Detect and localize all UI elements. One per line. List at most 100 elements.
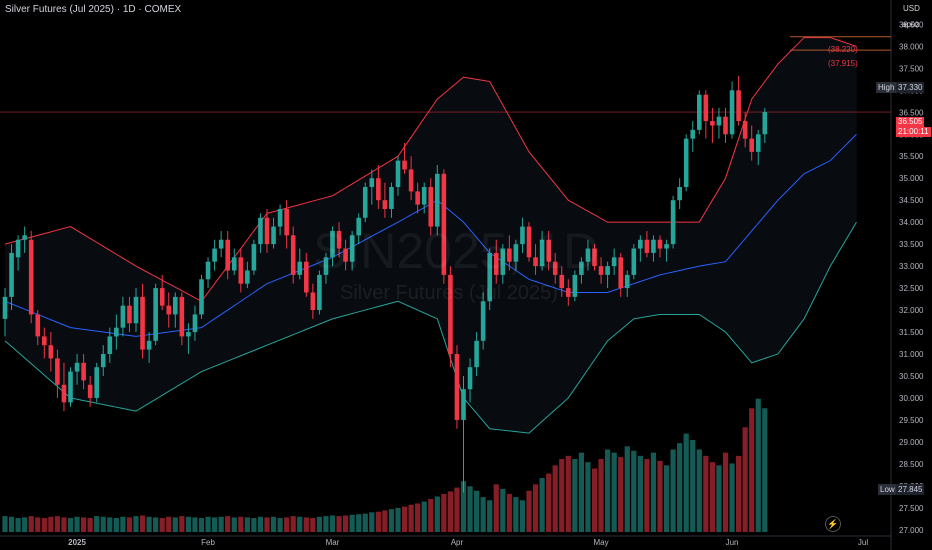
volume-bar [559, 459, 565, 532]
candle-body [186, 332, 191, 337]
volume-bar [480, 497, 486, 532]
candle-body [258, 217, 263, 245]
volume-bar [415, 503, 421, 532]
volume-bar [343, 515, 349, 532]
volume-bar [736, 455, 742, 532]
volume-bar [166, 516, 172, 532]
volume-bar [375, 511, 381, 532]
candle-body [415, 191, 420, 205]
volume-bar [428, 499, 434, 532]
currency-label[interactable]: USD [903, 4, 920, 13]
low-value: 27.845 [896, 484, 925, 495]
candle-body [166, 305, 172, 315]
time-tick-label: Apr [451, 538, 464, 547]
volume-bar [362, 513, 368, 532]
candle-body [179, 296, 185, 337]
volume-bar [81, 517, 87, 532]
volume-bar [369, 512, 375, 532]
volume-bar [139, 515, 146, 532]
volume-bar [709, 462, 715, 532]
candle-body [402, 160, 407, 170]
price-tick-label: 34.500 [899, 196, 924, 205]
candle-body [592, 248, 597, 267]
lightning-icon[interactable]: ⚡ [825, 516, 841, 532]
candle-body [755, 134, 761, 152]
volume-bar [270, 516, 277, 532]
volume-bar [591, 468, 598, 532]
unit-label[interactable]: apoz [902, 20, 920, 29]
chart-title[interactable]: Silver Futures (Jul 2025) · 1D · COMEX [5, 4, 182, 15]
price-tick-label: 33.000 [899, 262, 924, 271]
price-tick-label: 31.000 [899, 350, 924, 359]
candle-body [28, 239, 34, 315]
volume-bar [28, 516, 34, 532]
volume-bar [257, 516, 264, 532]
volume-bar [94, 516, 100, 532]
candle-body [736, 90, 741, 122]
price-tick-label: 38.500 [899, 20, 924, 29]
volume-bar [434, 496, 440, 532]
time-tick-label: Mar [326, 538, 340, 547]
candle-body [100, 354, 106, 368]
candle-body [94, 367, 99, 398]
volume-bar [2, 516, 8, 532]
candle-body [304, 261, 309, 293]
volume-bar [15, 518, 21, 532]
high-label: High [876, 82, 897, 93]
volume-bar [310, 518, 316, 532]
volume-bar [41, 518, 47, 532]
candle-body [376, 178, 381, 201]
volume-bar [290, 516, 296, 532]
volume-bar [657, 460, 663, 532]
candle-body [762, 112, 768, 135]
candle-body [68, 371, 73, 403]
volume-bar [100, 516, 106, 532]
candle-body [428, 187, 434, 227]
candle-body [539, 239, 545, 267]
volume-bar [48, 516, 54, 532]
annotation-label-2: (37.915) [828, 59, 858, 68]
candle-body [441, 173, 447, 275]
candle-body [173, 296, 178, 315]
candle-body [710, 121, 715, 126]
volume-bar [526, 490, 532, 532]
volume-bar [644, 459, 650, 532]
volume-bar [356, 514, 362, 532]
volume-bar [663, 465, 670, 532]
candle-body [127, 305, 132, 324]
candle-body [61, 384, 67, 403]
candle-body [9, 252, 14, 297]
candle-body [133, 296, 139, 324]
candle-body [493, 252, 499, 275]
candle-body [546, 239, 551, 262]
volume-bar [179, 516, 185, 532]
volume-bar [650, 452, 657, 532]
candle-body [290, 235, 296, 275]
volume-bar [113, 518, 119, 532]
price-tick-label: 29.000 [899, 438, 924, 447]
candle-body [153, 288, 158, 341]
candle-body [395, 160, 401, 188]
volume-bar [408, 504, 414, 532]
volume-bar [598, 459, 604, 532]
candle-body [572, 274, 578, 297]
candle-body [251, 244, 257, 271]
volume-bar [284, 517, 290, 532]
volume-bar [572, 459, 578, 532]
volume-bar [552, 465, 558, 532]
volume-bar [67, 518, 74, 532]
candle-body [2, 296, 8, 319]
volume-bar [87, 518, 93, 532]
volume-bar [513, 497, 519, 532]
candle-body [520, 226, 525, 245]
volume-bar [251, 518, 257, 532]
volume-bar [696, 449, 702, 532]
candle-body [526, 226, 532, 258]
volume-bar [316, 516, 322, 532]
current-price-tag: 36.505 [896, 117, 925, 127]
volume-bar [395, 507, 401, 532]
price-tick-label: 29.500 [899, 416, 924, 425]
volume-bar [126, 517, 133, 532]
